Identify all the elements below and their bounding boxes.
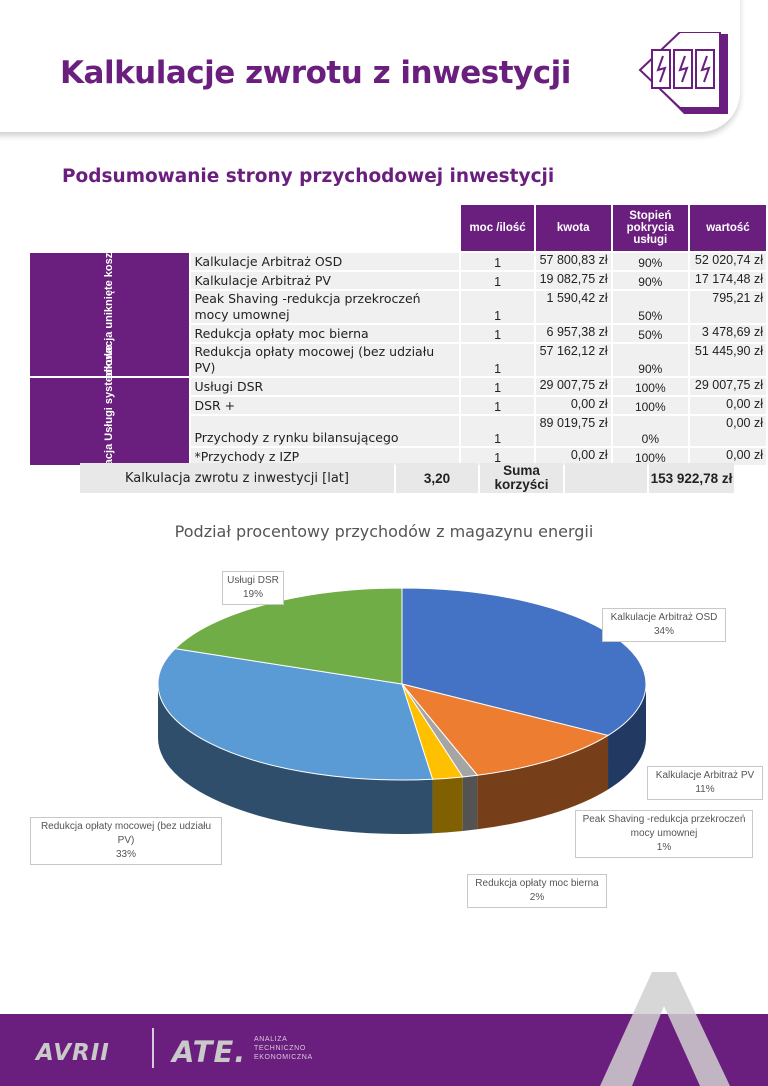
pie-side-redukcja-op-aty-mocowej-bez-udzia-u-pv- [158,684,433,834]
pie-chart: Usługi DSR 19% Kalkulacje Arbitraż OSD 34%… [0,560,768,960]
callout-arbitraz-pv: Kalkulacje Arbitraż PV 11% [647,766,763,800]
revenue-table: moc /ilość kwota Stopień pokrycia usługi… [28,203,768,498]
callout-oplata-mocowa: Redukcja opłaty mocowej (bez udziału PV)… [30,817,222,865]
pie-side-kalkulacje-arbitra-osd [608,684,646,790]
col-header-value: wartość [689,205,766,251]
pie-side-peak-shaving-redukcja-przekrocze-mocy-umownej [462,775,478,831]
callout-peak-shaving: Peak Shaving -redukcja przekroczeń mocy … [575,810,753,858]
pie-side-redukcja-op-aty-moc-bierna [432,776,463,834]
callout-usugi-dsr: Usługi DSR 19% [222,571,284,605]
table-row: Kalkulacja Usługi systemowe Usługi DSR 1… [30,345,766,498]
page-title: Kalkulacje zwrotu z inwestycji [60,55,571,91]
pie-slice-redukcja-op-aty-mocowej-bez-udzia-u-pv- [157,648,434,781]
table-row: Przychody z rynku bilansującego 1 89 019… [30,416,766,446]
col-header-qty: moc /ilość [461,205,534,251]
table-row: Redukcja opłaty mocowej (bez udziału PV)… [30,344,766,376]
callout-arbitraz-osd: Kalkulacje Arbitraż OSD 34% [602,608,726,642]
section-title: Podsumowanie strony przychodowej inwesty… [62,166,555,187]
table-row: Kalkulacja uniknięte koszty Kalkulacje A… [30,243,766,386]
table-row: *Przychody z IZP 1 0,00 zł 100% 0,00 zł [30,448,766,465]
table-row: DSR + 1 0,00 zł 100% 0,00 zł [30,397,766,414]
col-header-amount: kwota [535,205,611,251]
brand-a-watermark-icon [600,972,730,1086]
lightning-panels-icon [638,32,728,114]
payback-years: 3,20 [396,463,478,493]
summary-empty-cell [565,463,647,493]
table-row: Kalkulacje Arbitraż PV 1 19 082,75 zł 90… [30,272,766,289]
callout-moc-bierna: Redukcja opłaty moc bierna 2% [467,874,607,908]
sum-label: Suma korzyści [480,463,563,493]
pie-side-kalkulacje-arbitra-pv [477,735,609,830]
ate-logo: ATE. [172,1035,247,1069]
total-benefits: 153 922,78 zł [649,463,734,493]
payback-label: Kalkulacja zwrotu z inwestycji [lat] [80,463,394,493]
group-label-avoided-costs: Kalkulacja uniknięte koszty [30,243,190,386]
pie-slice-kalkulacje-arbitra-pv [400,683,610,776]
table-row: Redukcja opłaty moc bierna 1 6 957,38 zł… [30,325,766,342]
chart-title: Podział procentowy przychodów z magazynu… [174,522,594,541]
header-card [0,0,740,132]
summary-row: Kalkulacja zwrotu z inwestycji [lat] 3,2… [80,463,734,493]
pie-chart-svg [157,587,647,834]
avrii-logo: AVRII [36,1040,110,1066]
col-header-coverage: Stopień pokrycia usługi [612,205,688,251]
footer-divider [152,1028,154,1068]
group-label-system-services: Kalkulacja Usługi systemowe [30,345,190,498]
ate-subtitle: ANALIZA TECHNICZNO EKONOMICZNA [254,1036,313,1061]
table-row: Peak Shaving -redukcja przekroczeń mocy … [30,291,766,323]
